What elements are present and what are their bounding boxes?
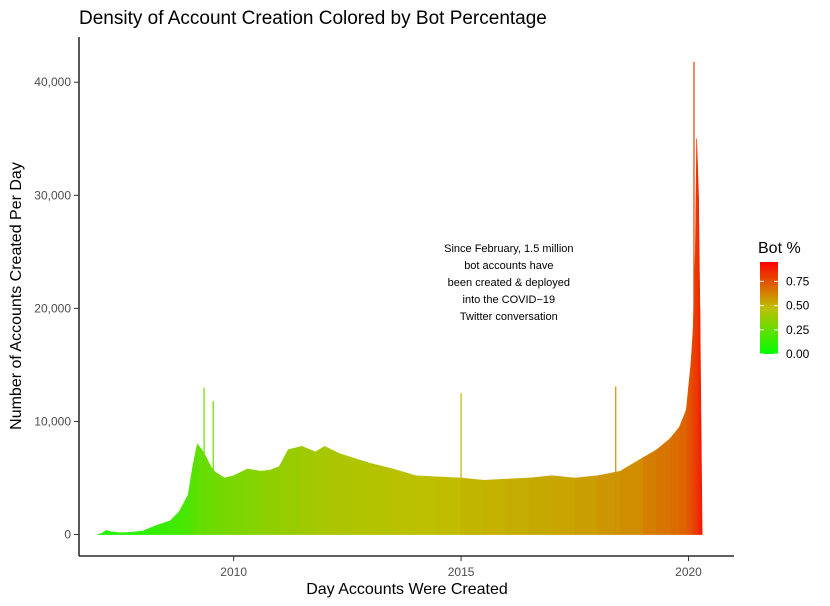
area-segment xyxy=(169,511,180,535)
area-segment xyxy=(178,494,189,535)
area-segment xyxy=(269,466,280,535)
legend-tick-label: 0.00 xyxy=(786,347,810,361)
area-segment xyxy=(685,387,689,535)
annotation-line: Since February, 1.5 million xyxy=(444,243,573,255)
area-segment xyxy=(337,452,353,535)
area-segment xyxy=(278,449,289,535)
y-tick-label: 40,000 xyxy=(34,75,71,89)
area-series xyxy=(97,138,703,535)
y-tick-label: 30,000 xyxy=(34,188,71,202)
area-segment xyxy=(619,457,644,535)
area-segment xyxy=(483,478,507,535)
y-axis-title: Number of Accounts Created Per Day xyxy=(8,162,25,430)
area-segment xyxy=(688,364,692,535)
legend-colorbar xyxy=(760,262,778,354)
area-segment xyxy=(415,475,439,535)
y-tick-label: 0 xyxy=(64,528,71,542)
legend-ticks: 0.00 0.25 0.50 0.75 xyxy=(760,274,810,361)
area-segment xyxy=(679,410,687,535)
area-segment xyxy=(392,468,416,535)
area-segment xyxy=(101,530,107,535)
area-segment xyxy=(246,468,262,535)
area-segment xyxy=(506,477,530,535)
x-tick-label: 2020 xyxy=(675,565,702,579)
legend-tick-label: 0.50 xyxy=(786,299,810,313)
x-axis-title: Day Accounts Were Created xyxy=(306,581,508,598)
area-segment xyxy=(369,462,394,535)
area-segment xyxy=(105,530,112,535)
x-axis-ticks: 2010 2015 2020 xyxy=(220,556,702,579)
area-segment xyxy=(642,449,657,535)
area-segment xyxy=(224,475,234,535)
area-segment xyxy=(196,443,203,535)
area-segment xyxy=(206,457,212,535)
annotation-line: been created & deployed xyxy=(448,277,570,289)
area-segment xyxy=(351,457,371,535)
y-tick-label: 10,000 xyxy=(34,414,71,428)
area-segment xyxy=(438,476,462,535)
area-segment xyxy=(287,445,303,535)
area-segment xyxy=(260,469,271,535)
x-tick-label: 2010 xyxy=(220,565,247,579)
area-segment xyxy=(301,445,316,535)
area-segment xyxy=(187,466,194,535)
chart-annotation: Since February, 1.5 million bot accounts … xyxy=(444,243,573,323)
area-segment xyxy=(215,471,225,535)
x-tick-label: 2015 xyxy=(448,565,475,579)
area-segment xyxy=(574,475,598,535)
area-segment xyxy=(315,445,325,535)
area-segment xyxy=(670,426,680,535)
area-segment xyxy=(97,533,103,535)
annotation-line: Twitter conversation xyxy=(460,311,558,323)
area-segment xyxy=(460,477,485,535)
y-tick-label: 20,000 xyxy=(34,301,71,315)
area-segment xyxy=(529,475,553,535)
area-segment xyxy=(690,330,694,535)
area-segment xyxy=(699,308,703,535)
area-segment xyxy=(324,445,339,535)
legend-tick-label: 0.75 xyxy=(786,274,810,288)
area-segment xyxy=(142,525,157,535)
annotation-line: bot accounts have xyxy=(464,260,553,272)
y-axis-ticks: 0 10,000 20,000 30,000 40,000 xyxy=(34,75,79,542)
annotation-line: into the COVID−19 xyxy=(463,294,556,306)
area-segment xyxy=(192,443,198,535)
area-segment xyxy=(233,468,248,535)
area-segment xyxy=(128,530,143,535)
area-segment xyxy=(156,520,171,535)
chart-title: Density of Account Creation Colored by B… xyxy=(79,8,547,29)
area-segment xyxy=(110,531,121,535)
area-segment xyxy=(656,437,671,535)
legend-title: Bot % xyxy=(758,240,801,257)
spike-series xyxy=(203,61,695,535)
color-legend: Bot % 0.00 0.25 0.50 0.75 xyxy=(758,240,810,361)
area-segment xyxy=(551,475,576,535)
area-segment xyxy=(119,532,130,535)
area-segment xyxy=(597,470,621,535)
legend-tick-label: 0.25 xyxy=(786,323,810,337)
